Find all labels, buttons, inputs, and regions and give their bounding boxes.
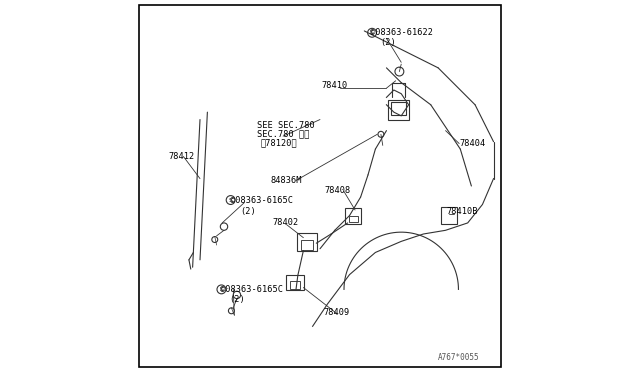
Text: 78402: 78402 [272, 218, 298, 227]
Text: ©08363-6165C: ©08363-6165C [220, 285, 283, 294]
Text: 78410B: 78410B [447, 207, 478, 217]
Text: ©08363-6165C: ©08363-6165C [230, 196, 292, 205]
Text: S: S [220, 287, 223, 292]
FancyBboxPatch shape [345, 208, 362, 224]
Text: 78409: 78409 [324, 308, 350, 317]
FancyBboxPatch shape [391, 102, 406, 115]
FancyBboxPatch shape [297, 233, 317, 251]
FancyBboxPatch shape [441, 208, 458, 224]
FancyBboxPatch shape [290, 281, 300, 289]
FancyBboxPatch shape [349, 215, 358, 222]
Text: 78408: 78408 [324, 186, 351, 195]
Text: SEE SEC.780: SEE SEC.780 [257, 121, 315, 129]
Text: S: S [370, 30, 374, 35]
Text: 78410: 78410 [322, 81, 348, 90]
FancyBboxPatch shape [388, 100, 410, 120]
Text: （78120）: （78120） [260, 138, 297, 147]
Text: 84836M: 84836M [270, 176, 301, 185]
Text: 78404: 78404 [459, 139, 486, 148]
Text: (2): (2) [241, 206, 257, 216]
Text: 78412: 78412 [168, 152, 195, 161]
Text: (2): (2) [380, 38, 396, 46]
Text: SEC.780 参照: SEC.780 参照 [257, 129, 310, 138]
Text: ©08363-61622: ©08363-61622 [370, 28, 433, 37]
FancyBboxPatch shape [286, 275, 304, 290]
Text: S: S [228, 198, 232, 202]
Text: A767*0055: A767*0055 [438, 353, 480, 362]
FancyBboxPatch shape [301, 240, 314, 250]
Text: (2): (2) [229, 295, 244, 304]
